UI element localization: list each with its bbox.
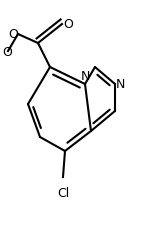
Text: N: N — [80, 70, 90, 83]
Text: O: O — [63, 18, 73, 31]
Text: N: N — [116, 78, 125, 91]
Text: O: O — [2, 45, 12, 58]
Text: O: O — [9, 28, 19, 41]
Text: Cl: Cl — [57, 186, 69, 199]
